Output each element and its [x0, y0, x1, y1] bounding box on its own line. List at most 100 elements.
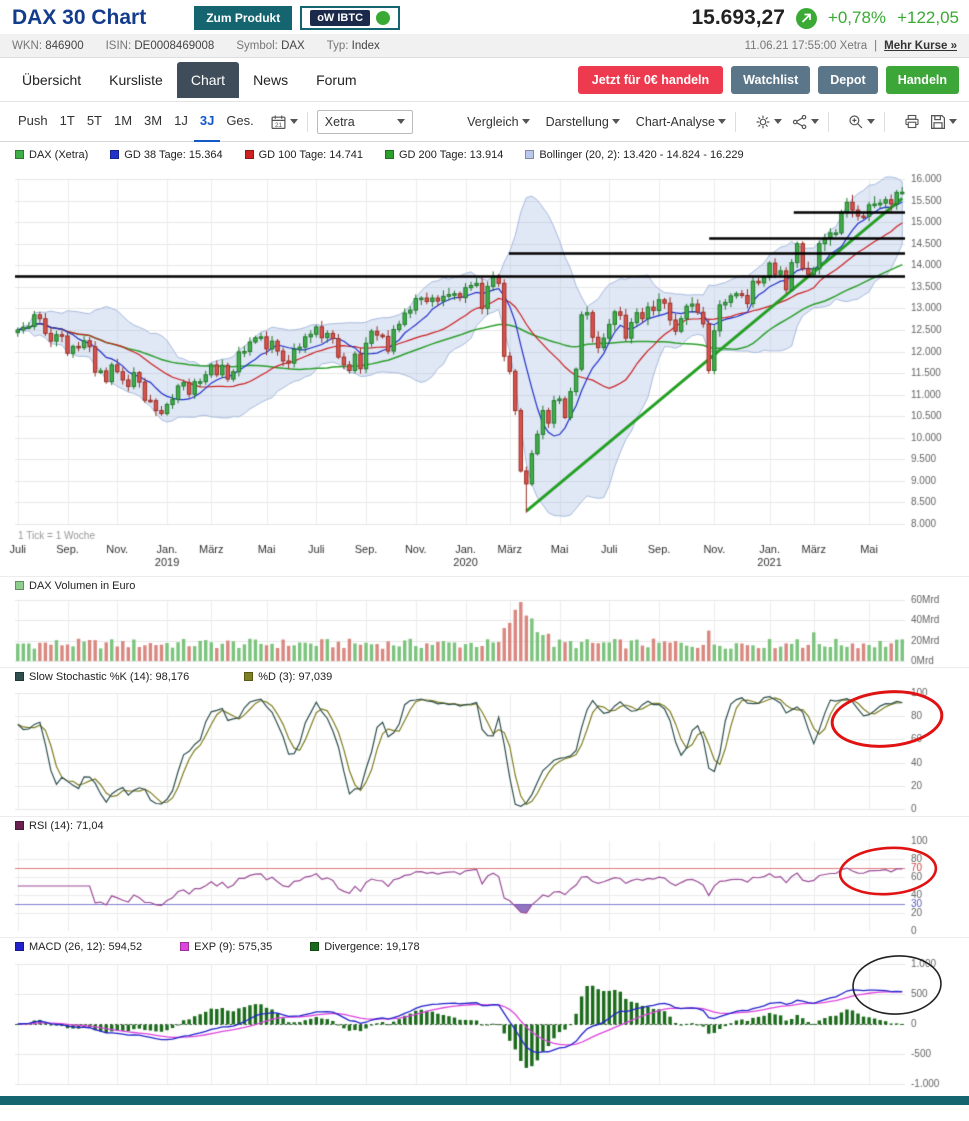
- chevron-down-icon: [396, 119, 405, 124]
- typ: Typ: Index: [326, 39, 380, 52]
- zoom-button[interactable]: [848, 114, 875, 130]
- stochastic-panel: Slow Stochastic %K (14): 98,176 %D (3): …: [0, 667, 969, 816]
- chart-analyse-menu[interactable]: Chart-Analyse: [636, 115, 726, 129]
- chart-toolbar: Push 1T 5T 1M 3M 1J 3J Ges. 21 Xetra Ver…: [0, 102, 969, 142]
- rsi-panel: RSI (14): 71,04: [0, 816, 969, 937]
- bollinger-swatch: [525, 150, 535, 159]
- gd200-swatch: [384, 150, 394, 159]
- macd-div-swatch: [310, 942, 320, 951]
- darstellung-menu[interactable]: Darstellung: [546, 115, 620, 129]
- stoch-k-swatch: [15, 672, 24, 681]
- promo-badge-icon: [376, 11, 391, 25]
- stochastic-legend: Slow Stochastic %K (14): 98,176 %D (3): …: [0, 668, 969, 686]
- range-3j[interactable]: 3J: [193, 102, 221, 142]
- instrument-info-bar: WKN: 846900 ISIN: DE0008469008 Symbol: D…: [0, 34, 969, 58]
- watchlist-button[interactable]: Watchlist: [731, 65, 811, 94]
- trade-free-button[interactable]: Jetzt für 0€ handeln: [577, 65, 724, 94]
- macd-div-label: Divergence: 19,178: [324, 941, 420, 953]
- volume-legend-label: DAX Volumen in Euro: [29, 580, 136, 592]
- tab-news[interactable]: News: [253, 71, 289, 88]
- gd100-swatch: [244, 150, 254, 159]
- settings-button[interactable]: [755, 114, 782, 130]
- page-header: DAX 30 Chart Zum Produkt oW IBTC 15.693,…: [0, 0, 969, 34]
- rsi-label: RSI (14): 71,04: [29, 820, 104, 832]
- macd-swatch: [15, 942, 24, 951]
- rsi-swatch: [15, 821, 24, 830]
- legend-bollinger: Bollinger (20, 2): 13.420 - 14.824 - 16.…: [525, 149, 744, 161]
- range-1m[interactable]: 1M: [113, 113, 133, 128]
- tab-forum[interactable]: Forum: [316, 71, 357, 88]
- main-chart-canvas[interactable]: [0, 166, 969, 576]
- handeln-button[interactable]: Handeln: [885, 65, 959, 94]
- exchange-select-value: Xetra: [324, 114, 355, 129]
- range-1j[interactable]: 1J: [174, 113, 188, 128]
- svg-text:21: 21: [275, 121, 283, 128]
- push-toggle[interactable]: Push: [18, 113, 48, 128]
- depot-button[interactable]: Depot: [818, 65, 878, 94]
- chevron-down-icon: [811, 119, 819, 124]
- separator: |: [874, 39, 878, 52]
- legend-gd100: GD 100 Tage: 14.741: [244, 149, 363, 161]
- vergleich-menu[interactable]: Vergleich: [467, 115, 530, 129]
- dax-swatch: [15, 150, 24, 159]
- tab-chart[interactable]: Chart: [176, 61, 240, 98]
- trend-up-icon: [795, 7, 817, 29]
- stoch-d-swatch: [244, 672, 254, 681]
- main-chart-legend: DAX (Xetra) GD 38 Tage: 15.364 GD 100 Ta…: [0, 144, 969, 166]
- legend-gd38: GD 38 Tage: 15.364: [110, 149, 223, 161]
- print-button[interactable]: [904, 114, 920, 129]
- mehr-kurse-link[interactable]: Mehr Kurse »: [884, 39, 957, 52]
- tab-uebersicht[interactable]: Übersicht: [22, 71, 82, 88]
- stoch-k-label: Slow Stochastic %K (14): 98,176: [29, 671, 190, 683]
- legend-dax: DAX (Xetra): [15, 149, 88, 161]
- stoch-d-label: %D (3): 97,039: [258, 671, 333, 683]
- range-ges[interactable]: Ges.: [226, 113, 254, 128]
- main-nav: Übersicht Kursliste Chart News Forum Jet…: [0, 58, 969, 102]
- chevron-down-icon: [289, 119, 298, 124]
- symbol: Symbol: DAX: [236, 39, 305, 52]
- macd-panel: MACD (26, 12): 594,52 EXP (9): 575,35 Di…: [0, 937, 969, 1092]
- promo-banner: Zum Produkt oW IBTC: [194, 6, 401, 30]
- gd38-swatch: [110, 150, 120, 159]
- promo-box[interactable]: oW IBTC: [300, 6, 401, 30]
- range-5t[interactable]: 5T: [86, 113, 102, 128]
- indicators-button[interactable]: [792, 114, 819, 130]
- range-1t[interactable]: 1T: [59, 113, 75, 128]
- divider: [306, 111, 308, 132]
- chevron-down-icon: [718, 119, 726, 124]
- chevron-down-icon: [774, 119, 782, 124]
- volume-panel: DAX Volumen in Euro: [0, 576, 969, 667]
- divider: [828, 111, 829, 132]
- chevron-down-icon: [521, 119, 530, 124]
- macd-chart-canvas[interactable]: [0, 956, 969, 1092]
- chevron-down-icon: [867, 119, 875, 124]
- change-absolute: +122,05: [897, 8, 959, 27]
- quote-timestamp: 11.06.21 17:55:00 Xetra: [744, 39, 868, 52]
- range-3m[interactable]: 3M: [144, 113, 163, 128]
- volume-legend: DAX Volumen in Euro: [0, 577, 969, 595]
- volume-chart-canvas[interactable]: [0, 595, 969, 667]
- chevron-down-icon: [949, 119, 957, 124]
- main-chart-panel: [0, 166, 969, 576]
- rsi-chart-canvas[interactable]: [0, 835, 969, 937]
- wkn: WKN: 846900: [12, 39, 84, 52]
- price-value: 15.693,27: [691, 6, 785, 29]
- exchange-select[interactable]: Xetra: [316, 109, 413, 134]
- calendar-button[interactable]: 21: [270, 114, 298, 130]
- page-title: DAX 30 Chart: [12, 6, 147, 29]
- tab-kursliste[interactable]: Kursliste: [109, 71, 163, 88]
- zum-produkt-button[interactable]: Zum Produkt: [194, 6, 293, 30]
- promo-label: oW IBTC: [310, 10, 371, 26]
- quote-block: 15.693,27 +0,78% +122,05: [691, 6, 959, 30]
- macd-legend: MACD (26, 12): 594,52 EXP (9): 575,35 Di…: [0, 938, 969, 956]
- chevron-down-icon: [611, 119, 620, 124]
- divider: [884, 111, 885, 132]
- save-button[interactable]: [930, 114, 957, 130]
- rsi-legend: RSI (14): 71,04: [0, 817, 969, 835]
- macd-exp-swatch: [180, 942, 190, 951]
- isin: ISIN: DE0008469008: [105, 39, 215, 52]
- divider: [735, 111, 736, 132]
- footer-bar: [0, 1096, 969, 1105]
- macd-exp-label: EXP (9): 575,35: [194, 941, 273, 953]
- stochastic-chart-canvas[interactable]: [0, 686, 969, 816]
